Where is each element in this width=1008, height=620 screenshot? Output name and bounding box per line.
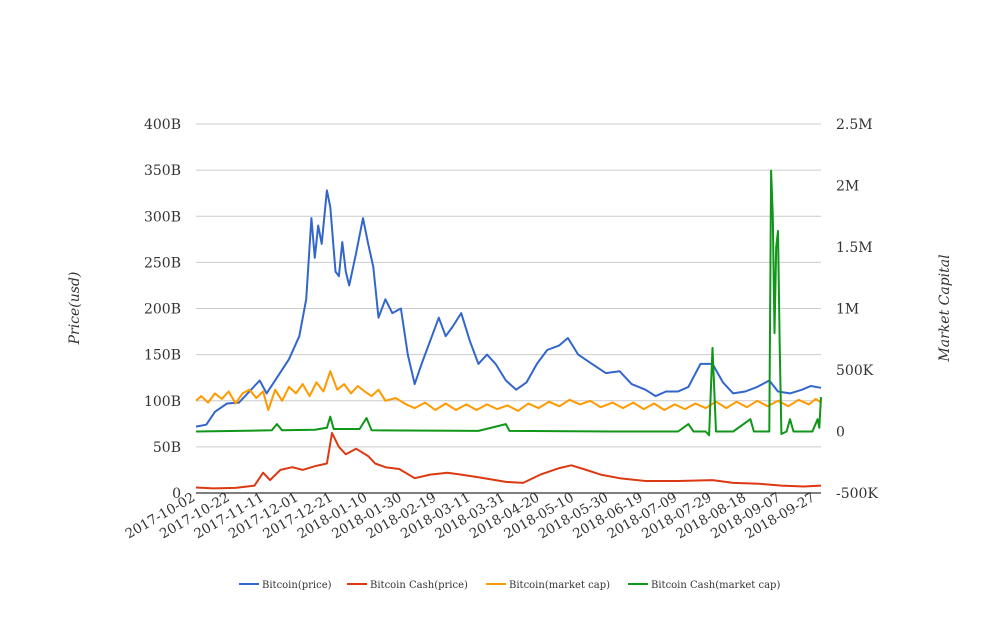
legend-item[interactable]: Bitcoin(market cap) bbox=[486, 580, 610, 591]
legend-label: Bitcoin(market cap) bbox=[509, 580, 610, 591]
y-left-tick-label: 300B bbox=[144, 209, 181, 225]
y-right-tick-label: 2M bbox=[836, 179, 859, 195]
series-line-bitcoin-cash-market-cap bbox=[195, 169, 822, 437]
y-right-tick-label: 1M bbox=[836, 302, 859, 318]
legend-item[interactable]: Bitcoin(price) bbox=[239, 580, 332, 591]
legend: Bitcoin(price) Bitcoin Cash(price) Bitcoin… bbox=[239, 580, 780, 591]
legend-item[interactable]: Bitcoin Cash(price) bbox=[347, 580, 468, 591]
y-left-tick-label: 350B bbox=[144, 163, 181, 179]
axes: 0 50B 100B 150B 200B 250B 300B 350B 400B -500K 0 50… bbox=[144, 117, 878, 502]
y-axis-right-title: Market Capital bbox=[937, 254, 953, 362]
y-right-tick-label: 500K bbox=[836, 363, 874, 379]
series-line-bitcoin-price bbox=[195, 189, 822, 428]
legend-label: Bitcoin(price) bbox=[262, 580, 332, 591]
y-left-tick-label: 400B bbox=[144, 117, 181, 133]
y-axis-left-title: Price(usd) bbox=[67, 272, 83, 346]
y-right-tick-label: 0 bbox=[836, 425, 845, 441]
gridlines bbox=[196, 123, 821, 494]
y-left-tick-label: 250B bbox=[144, 255, 181, 271]
series-line-bitcoin-cash-price bbox=[195, 432, 822, 490]
x-axis-ticks: 2017-10-022017-10-222017-11-112017-12-01… bbox=[123, 490, 818, 543]
y-right-tick-label: 1.5M bbox=[836, 240, 873, 256]
y-left-tick-label: 100B bbox=[144, 394, 181, 410]
y-left-tick-label: 50B bbox=[153, 440, 181, 456]
legend-label: Bitcoin Cash(price) bbox=[370, 580, 468, 591]
y-left-tick-label: 200B bbox=[144, 302, 181, 318]
legend-label: Bitcoin Cash(market cap) bbox=[651, 580, 780, 591]
y-right-tick-label: 2.5M bbox=[836, 117, 873, 133]
series-line-bitcoin-market-cap bbox=[195, 370, 822, 412]
y-left-tick-label: 150B bbox=[144, 348, 181, 364]
series-lines bbox=[195, 169, 822, 490]
y-right-tick-label: -500K bbox=[836, 486, 878, 502]
legend-item[interactable]: Bitcoin Cash(market cap) bbox=[628, 580, 780, 591]
y-left-tick-label: 0 bbox=[172, 486, 181, 502]
